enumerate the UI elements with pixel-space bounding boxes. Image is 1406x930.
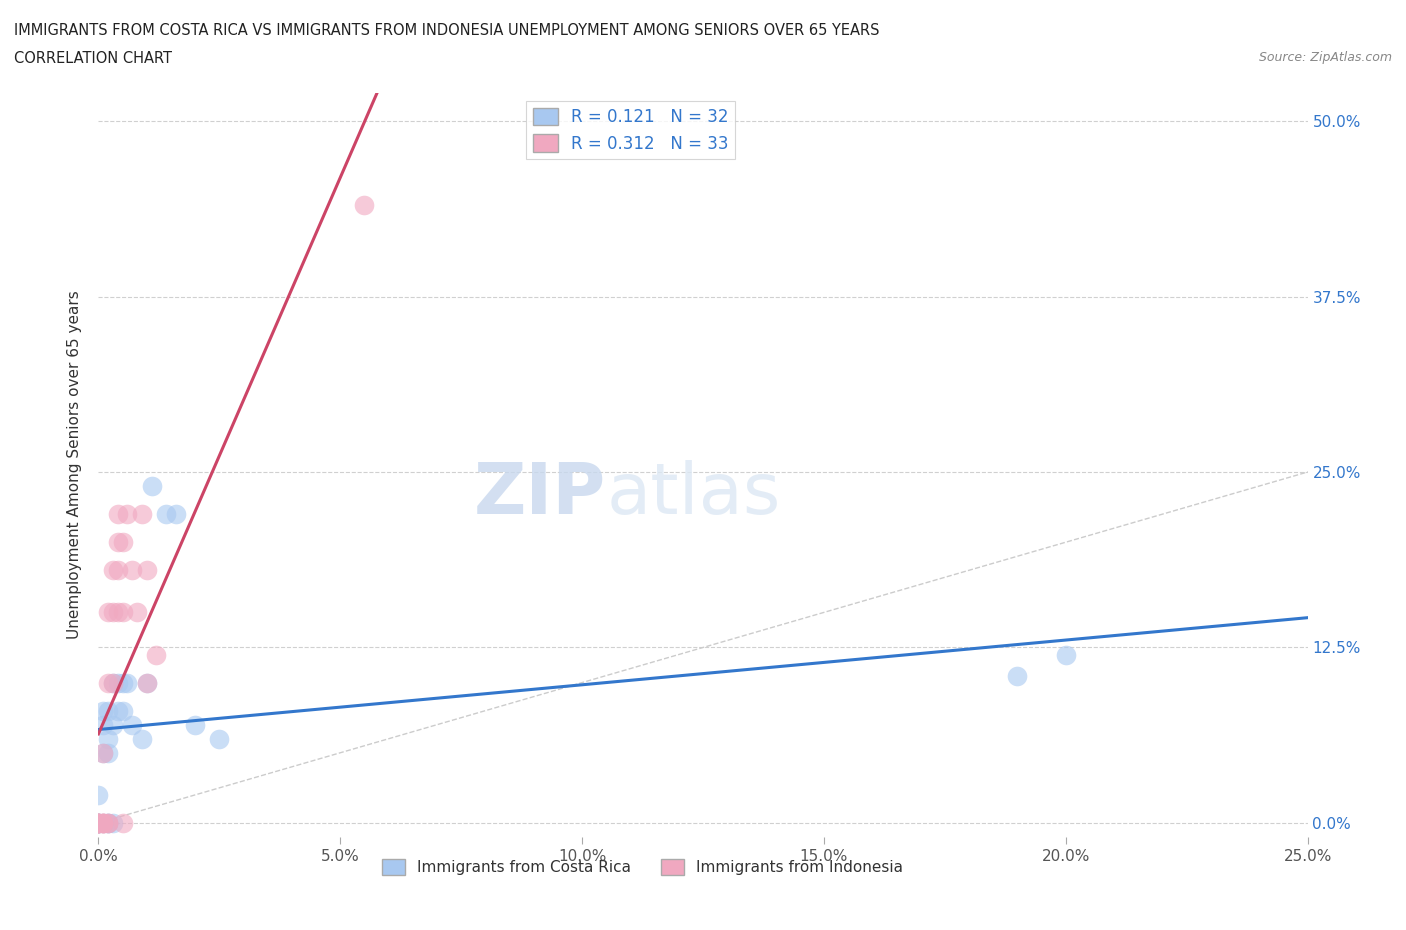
Point <box>111 816 134 830</box>
Point <box>97 731 120 746</box>
Point <box>101 675 124 690</box>
Point <box>101 675 124 690</box>
Point <box>107 604 129 619</box>
Point <box>135 563 157 578</box>
Point <box>145 647 167 662</box>
Point <box>353 198 375 213</box>
Point <box>87 816 110 830</box>
Text: atlas: atlas <box>606 460 780 529</box>
Point <box>91 816 114 830</box>
Point <box>97 604 120 619</box>
Point <box>91 703 114 718</box>
Point <box>87 816 110 830</box>
Point <box>91 816 114 830</box>
Text: ZIP: ZIP <box>474 460 606 529</box>
Point <box>101 604 124 619</box>
Point <box>87 816 110 830</box>
Point <box>184 717 207 732</box>
Point <box>87 816 110 830</box>
Point <box>97 816 120 830</box>
Point <box>87 816 110 830</box>
Point <box>127 604 149 619</box>
Point <box>131 507 153 522</box>
Point <box>107 507 129 522</box>
Point <box>141 479 163 494</box>
Point <box>101 816 124 830</box>
Point <box>87 788 110 803</box>
Point <box>111 675 134 690</box>
Point <box>107 703 129 718</box>
Point <box>208 731 231 746</box>
Point <box>91 745 114 760</box>
Point <box>97 816 120 830</box>
Point <box>135 675 157 690</box>
Point <box>97 816 120 830</box>
Point <box>91 745 114 760</box>
Point <box>87 816 110 830</box>
Point <box>117 675 139 690</box>
Point <box>107 675 129 690</box>
Point <box>117 507 139 522</box>
Point <box>131 731 153 746</box>
Point <box>155 507 177 522</box>
Point <box>97 745 120 760</box>
Point <box>87 816 110 830</box>
Point <box>101 563 124 578</box>
Text: Source: ZipAtlas.com: Source: ZipAtlas.com <box>1258 51 1392 64</box>
Point <box>91 816 114 830</box>
Point <box>107 535 129 550</box>
Point <box>97 816 120 830</box>
Point <box>87 816 110 830</box>
Legend: Immigrants from Costa Rica, Immigrants from Indonesia: Immigrants from Costa Rica, Immigrants f… <box>375 853 910 882</box>
Point <box>1054 647 1077 662</box>
Point <box>97 675 120 690</box>
Point <box>107 563 129 578</box>
Text: IMMIGRANTS FROM COSTA RICA VS IMMIGRANTS FROM INDONESIA UNEMPLOYMENT AMONG SENIO: IMMIGRANTS FROM COSTA RICA VS IMMIGRANTS… <box>14 23 880 38</box>
Point <box>111 535 134 550</box>
Y-axis label: Unemployment Among Seniors over 65 years: Unemployment Among Seniors over 65 years <box>67 291 83 640</box>
Point <box>101 717 124 732</box>
Point <box>165 507 187 522</box>
Point <box>91 717 114 732</box>
Point <box>121 563 143 578</box>
Point <box>91 816 114 830</box>
Point <box>135 675 157 690</box>
Point <box>87 816 110 830</box>
Point <box>87 816 110 830</box>
Point <box>121 717 143 732</box>
Point <box>91 816 114 830</box>
Point <box>111 703 134 718</box>
Text: CORRELATION CHART: CORRELATION CHART <box>14 51 172 66</box>
Point <box>1007 668 1029 683</box>
Point <box>97 703 120 718</box>
Point <box>111 604 134 619</box>
